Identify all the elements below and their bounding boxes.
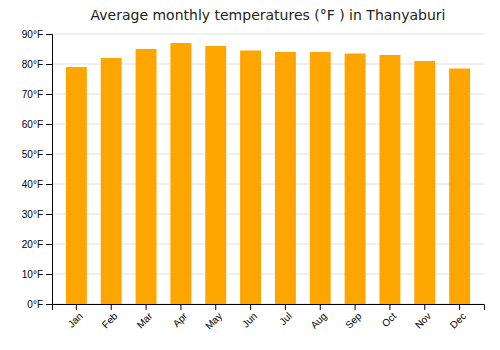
- y-tick-label: 50°F: [22, 149, 43, 160]
- x-tick: Apr: [171, 304, 190, 329]
- y-tick: 0°F: [27, 299, 52, 310]
- y-tick-mark: [46, 64, 52, 65]
- bar: [205, 46, 226, 304]
- y-tick-mark: [46, 244, 52, 245]
- x-tick-label: Nov: [413, 310, 433, 330]
- x-axis: Jan Feb Mar Apr May Jun Jul Aug Sep Oct Nov Dec: [53, 304, 485, 332]
- y-tick-mark: [46, 304, 52, 305]
- y-tick: 50°F: [22, 149, 52, 160]
- y-tick-mark: [46, 214, 52, 215]
- y-tick: 30°F: [22, 209, 52, 220]
- y-tick: 60°F: [22, 119, 52, 130]
- x-tick: Jul: [277, 304, 294, 327]
- plot: Jan Feb Mar Apr May Jun Jul Aug Sep Oct Nov Dec 0°F 1…: [22, 29, 485, 332]
- y-tick-label: 20°F: [22, 239, 43, 250]
- y-tick-label: 60°F: [22, 119, 43, 130]
- bar: [136, 49, 157, 304]
- x-tick-mark: [389, 304, 390, 310]
- x-tick-mark: [320, 304, 321, 310]
- y-tick-label: 90°F: [22, 29, 43, 40]
- title: Average monthly temperatures (°F ) in Th…: [91, 7, 446, 23]
- x-tick-mark: [76, 304, 77, 310]
- y-tick: 70°F: [22, 89, 52, 100]
- x-tick-label: Sep: [343, 310, 364, 331]
- bar: [170, 43, 191, 304]
- x-tick-mark: [215, 304, 216, 310]
- x-tick: Sep: [343, 304, 364, 331]
- y-tick-label: 0°F: [27, 299, 43, 310]
- y-axis: 0°F 10°F 20°F 30°F 40°F 50°F 60°F 70°F 80°F 90°F: [22, 29, 53, 310]
- x-tick-label: Aug: [308, 310, 328, 330]
- x-tick-mark: [459, 304, 460, 310]
- x-tick-label: Feb: [100, 310, 120, 330]
- x-tick-mark: [146, 304, 147, 310]
- grid-line: [52, 34, 484, 35]
- y-tick: 10°F: [22, 269, 52, 280]
- x-tick-label: Oct: [380, 310, 399, 329]
- bar: [275, 52, 296, 304]
- y-tick-label: 30°F: [22, 209, 43, 220]
- x-tick-label: Jun: [240, 310, 259, 329]
- y-tick-label: 40°F: [22, 179, 43, 190]
- y-tick-mark: [46, 274, 52, 275]
- y-tick: 40°F: [22, 179, 52, 190]
- bar: [66, 67, 87, 304]
- x-tick: May: [203, 304, 224, 332]
- y-tick-mark: [46, 184, 52, 185]
- x-tick-label: Mar: [135, 310, 155, 330]
- x-tick-mark: [180, 304, 181, 310]
- bar: [449, 69, 470, 305]
- y-tick-label: 10°F: [22, 269, 43, 280]
- x-tick: Mar: [135, 304, 155, 330]
- x-tick-label: Jul: [277, 310, 294, 327]
- x-tick-mark: [285, 304, 286, 310]
- bar: [345, 54, 366, 305]
- x-tick-mark: [355, 304, 356, 310]
- x-tick-mark: [424, 304, 425, 310]
- y-tick-mark: [46, 154, 52, 155]
- x-tick-label: May: [203, 310, 224, 331]
- y-tick-label: 80°F: [22, 59, 43, 70]
- y-tick-mark: [46, 34, 52, 35]
- x-tick: Feb: [100, 304, 120, 330]
- x-tick: Jan: [66, 304, 85, 330]
- x-axis-line: [53, 305, 485, 311]
- y-tick: 90°F: [22, 29, 52, 40]
- x-tick: Aug: [308, 304, 328, 331]
- x-tick-label: Apr: [171, 310, 190, 329]
- chart: Jan Feb Mar Apr May Jun Jul Aug Sep Oct Nov Dec 0°F 1…: [0, 0, 500, 350]
- x-tick-mark: [250, 304, 251, 310]
- y-tick: 20°F: [22, 239, 52, 250]
- x-tick-label: Dec: [448, 310, 468, 330]
- y-tick-mark: [46, 124, 52, 125]
- y-tick-label: 70°F: [22, 89, 43, 100]
- bars: [66, 43, 470, 304]
- bar: [310, 52, 331, 304]
- y-tick: 80°F: [22, 59, 52, 70]
- x-tick: Oct: [380, 304, 399, 329]
- bar: [414, 61, 435, 304]
- bar: [240, 51, 261, 305]
- bar: [379, 55, 400, 304]
- x-tick-mark: [111, 304, 112, 310]
- x-tick: Dec: [448, 304, 468, 331]
- grid: [52, 34, 484, 304]
- x-tick-label: Jan: [66, 310, 85, 329]
- y-tick-mark: [46, 94, 52, 95]
- x-tick: Jun: [240, 304, 259, 330]
- y-axis-line: [46, 35, 53, 305]
- x-tick: Nov: [413, 304, 433, 331]
- bar: [101, 58, 122, 304]
